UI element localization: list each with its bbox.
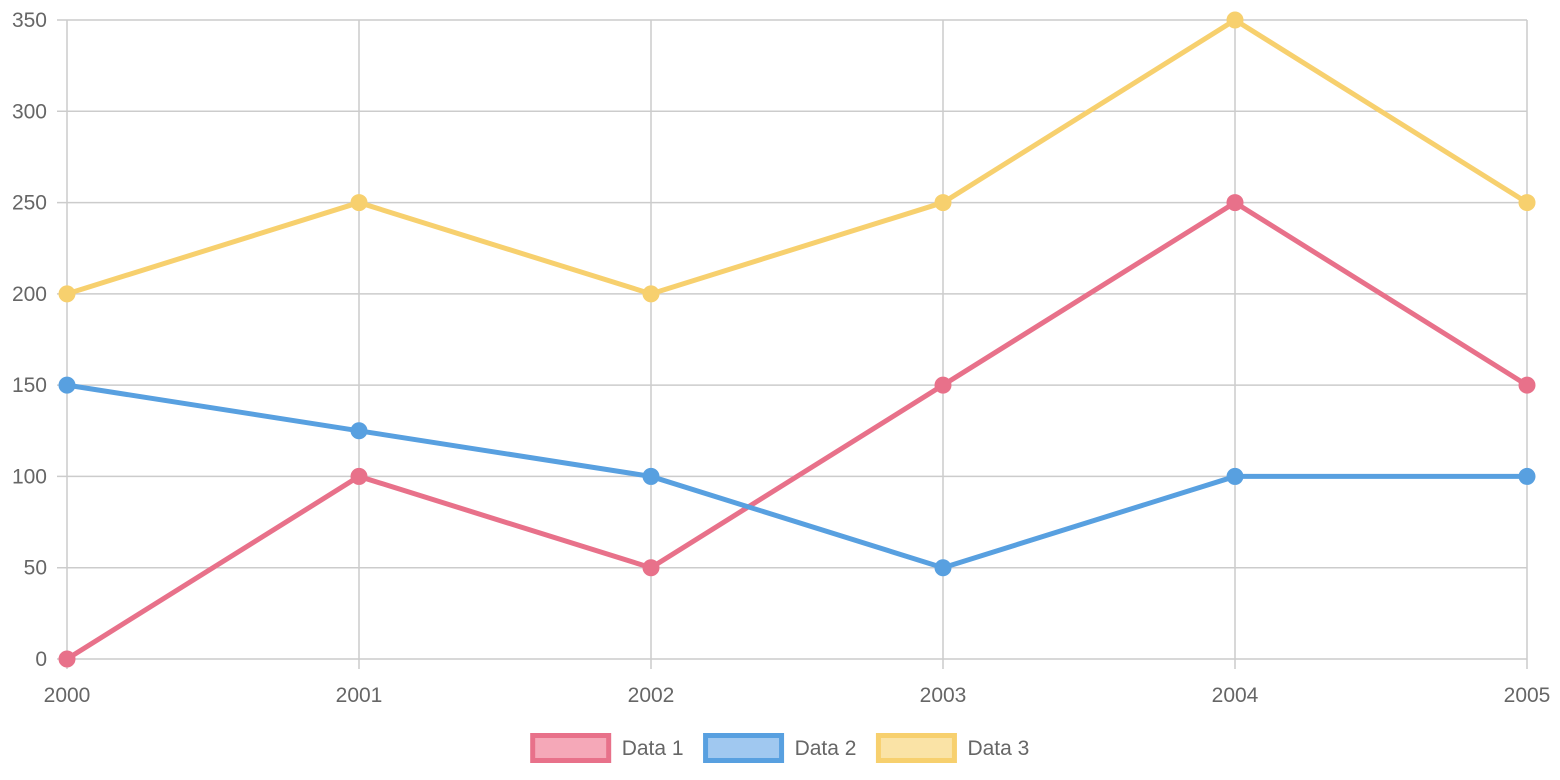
y-tick-label: 350 xyxy=(12,9,47,32)
series-line-data-3 xyxy=(64,17,1530,297)
legend-item-data-2: Data 2 xyxy=(703,733,857,763)
data-point-data-3 xyxy=(350,194,368,212)
data-point-data-2 xyxy=(642,467,660,485)
x-tick-label: 2002 xyxy=(628,684,675,707)
y-tick-label: 300 xyxy=(12,100,47,123)
y-tick-label: 150 xyxy=(12,374,47,397)
legend-item-data-1: Data 1 xyxy=(530,733,684,763)
series-points xyxy=(58,11,1536,668)
legend-swatch xyxy=(875,733,957,763)
y-tick-label: 200 xyxy=(12,283,47,306)
x-tick-label: 2000 xyxy=(44,684,91,707)
data-point-data-3 xyxy=(58,285,76,303)
series-lines xyxy=(64,17,1530,662)
data-point-data-2 xyxy=(58,376,76,394)
series-line-data-1 xyxy=(64,200,1530,662)
x-tick-label: 2003 xyxy=(920,684,967,707)
legend: Data 1 Data 2 Data 3 xyxy=(530,733,1029,763)
x-axis-ticks: 2000 2001 2002 2003 2004 2005 xyxy=(44,684,1551,707)
data-point-data-1 xyxy=(934,376,952,394)
data-point-data-1 xyxy=(1518,376,1536,394)
data-point-data-3 xyxy=(642,285,660,303)
data-point-data-3 xyxy=(1226,11,1244,29)
data-point-data-3 xyxy=(1518,194,1536,212)
data-point-data-2 xyxy=(1518,467,1536,485)
x-tick-label: 2001 xyxy=(336,684,383,707)
y-tick-label: 250 xyxy=(12,192,47,215)
legend-item-data-3: Data 3 xyxy=(875,733,1029,763)
data-point-data-1 xyxy=(1226,194,1244,212)
series-line-data-2 xyxy=(64,382,1530,571)
y-tick-label: 100 xyxy=(12,465,47,488)
data-point-data-1 xyxy=(642,559,660,577)
legend-swatch xyxy=(703,733,785,763)
legend-label: Data 2 xyxy=(795,737,857,760)
x-tick-label: 2005 xyxy=(1504,684,1551,707)
y-axis-ticks: 0 50 100 150 200 250 300 350 xyxy=(12,9,47,671)
legend-label: Data 3 xyxy=(967,737,1029,760)
data-point-data-1 xyxy=(58,650,76,668)
y-tick-label: 0 xyxy=(35,648,47,671)
legend-label: Data 1 xyxy=(622,737,684,760)
data-point-data-1 xyxy=(350,467,368,485)
data-point-data-2 xyxy=(350,422,368,440)
data-point-data-3 xyxy=(934,194,952,212)
data-point-data-2 xyxy=(1226,467,1244,485)
y-tick-label: 50 xyxy=(24,557,47,580)
data-point-data-2 xyxy=(934,559,952,577)
x-tick-label: 2004 xyxy=(1212,684,1259,707)
legend-swatch xyxy=(530,733,612,763)
grid-lines xyxy=(57,19,1528,669)
